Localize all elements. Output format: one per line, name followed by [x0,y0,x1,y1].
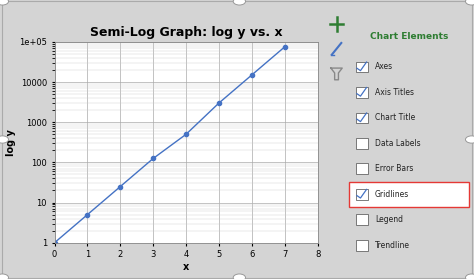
Bar [356,138,368,149]
Bar [356,214,368,225]
Text: Trendline: Trendline [375,241,410,250]
Text: Axes: Axes [375,62,393,71]
Text: Gridlines: Gridlines [375,190,409,199]
FancyBboxPatch shape [349,182,469,207]
Bar [356,87,368,98]
Text: Error Bars: Error Bars [375,164,413,173]
X-axis label: x: x [183,262,189,272]
Bar [356,189,368,200]
Text: Data Labels: Data Labels [375,139,420,148]
Bar [356,163,368,174]
Text: Chart Title: Chart Title [375,114,415,122]
Text: Chart Elements: Chart Elements [370,32,448,41]
Bar [356,112,368,123]
Text: Axis Titles: Axis Titles [375,88,414,97]
Text: Legend: Legend [375,215,403,224]
Title: Semi-Log Graph: log y vs. x: Semi-Log Graph: log y vs. x [90,26,283,39]
Bar [356,240,368,251]
Y-axis label: log y: log y [6,129,16,156]
Bar [356,62,368,72]
